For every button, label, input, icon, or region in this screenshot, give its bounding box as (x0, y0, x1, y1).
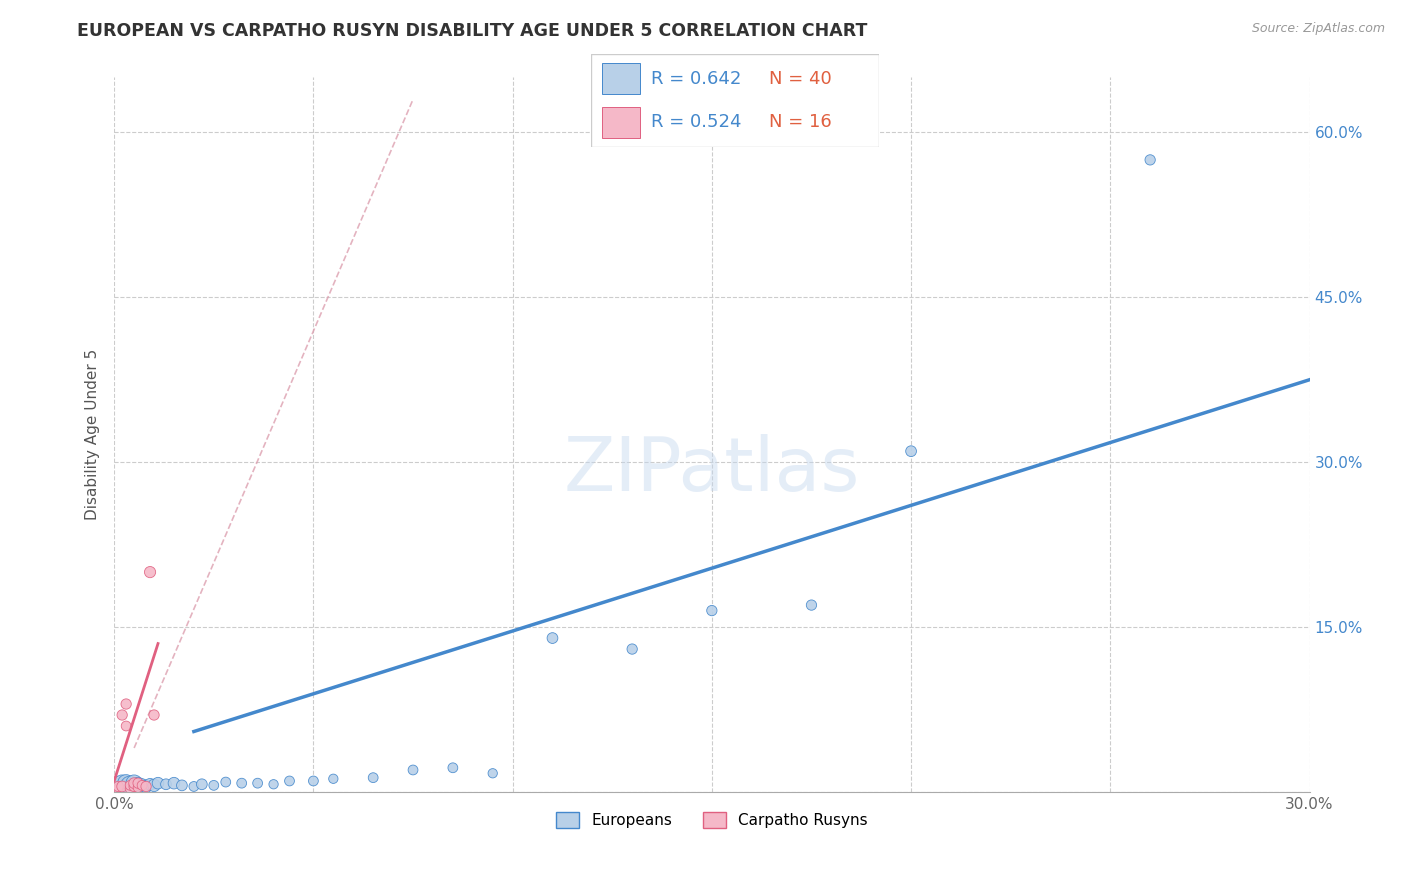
FancyBboxPatch shape (591, 54, 879, 147)
Text: N = 16: N = 16 (769, 113, 832, 131)
Point (120, 781, 142, 796)
Point (122, 780, 145, 794)
Point (163, 776, 186, 790)
FancyBboxPatch shape (602, 63, 640, 94)
Point (107, 780, 129, 794)
Point (135, 780, 157, 794)
Point (139, 777, 162, 791)
Point (115, 697, 138, 711)
Point (135, 780, 157, 794)
Point (107, 781, 129, 796)
Point (127, 780, 149, 795)
Point (900, 444, 922, 458)
Point (111, 777, 134, 791)
Point (155, 777, 177, 791)
Text: Source: ZipAtlas.com: Source: ZipAtlas.com (1251, 22, 1385, 36)
Point (700, 604, 723, 618)
Text: EUROPEAN VS CARPATHO RUSYN DISABILITY AGE UNDER 5 CORRELATION CHART: EUROPEAN VS CARPATHO RUSYN DISABILITY AG… (77, 22, 868, 40)
Point (120, 778, 142, 792)
Point (202, 778, 225, 792)
Legend: Europeans, Carpatho Rusyns: Europeans, Carpatho Rusyns (550, 806, 873, 834)
Point (111, 780, 134, 795)
Point (143, 778, 166, 792)
Point (1139, 153, 1161, 167)
Point (111, 708, 134, 723)
Point (120, 778, 142, 792)
Point (302, 774, 325, 789)
Text: ZIPatlas: ZIPatlas (564, 434, 860, 507)
Point (481, 766, 503, 780)
Point (263, 777, 285, 791)
Point (800, 598, 823, 612)
Point (231, 776, 253, 790)
Point (441, 761, 464, 775)
Point (361, 771, 384, 785)
Point (107, 778, 129, 792)
Point (621, 642, 644, 657)
Point (191, 777, 214, 791)
Point (122, 776, 145, 790)
Point (127, 777, 149, 791)
Text: R = 0.642: R = 0.642 (651, 70, 741, 87)
Point (322, 772, 344, 786)
Point (122, 780, 145, 794)
Point (131, 778, 153, 792)
Point (131, 778, 153, 792)
Point (122, 776, 145, 790)
Point (127, 780, 149, 795)
Point (115, 719, 138, 733)
Point (183, 780, 205, 794)
Text: R = 0.524: R = 0.524 (651, 113, 741, 131)
Point (215, 775, 238, 789)
Point (139, 565, 162, 579)
Point (143, 708, 166, 723)
Point (115, 776, 138, 790)
Point (127, 776, 149, 790)
Point (115, 780, 138, 794)
Point (146, 776, 169, 790)
Point (246, 776, 269, 790)
Point (107, 781, 129, 796)
Point (120, 781, 142, 796)
Point (402, 763, 425, 777)
Text: N = 40: N = 40 (769, 70, 832, 87)
Point (111, 780, 134, 794)
Point (541, 631, 564, 645)
Point (278, 774, 301, 789)
Point (170, 778, 193, 792)
Y-axis label: Disability Age Under 5: Disability Age Under 5 (86, 349, 100, 520)
FancyBboxPatch shape (602, 107, 640, 138)
